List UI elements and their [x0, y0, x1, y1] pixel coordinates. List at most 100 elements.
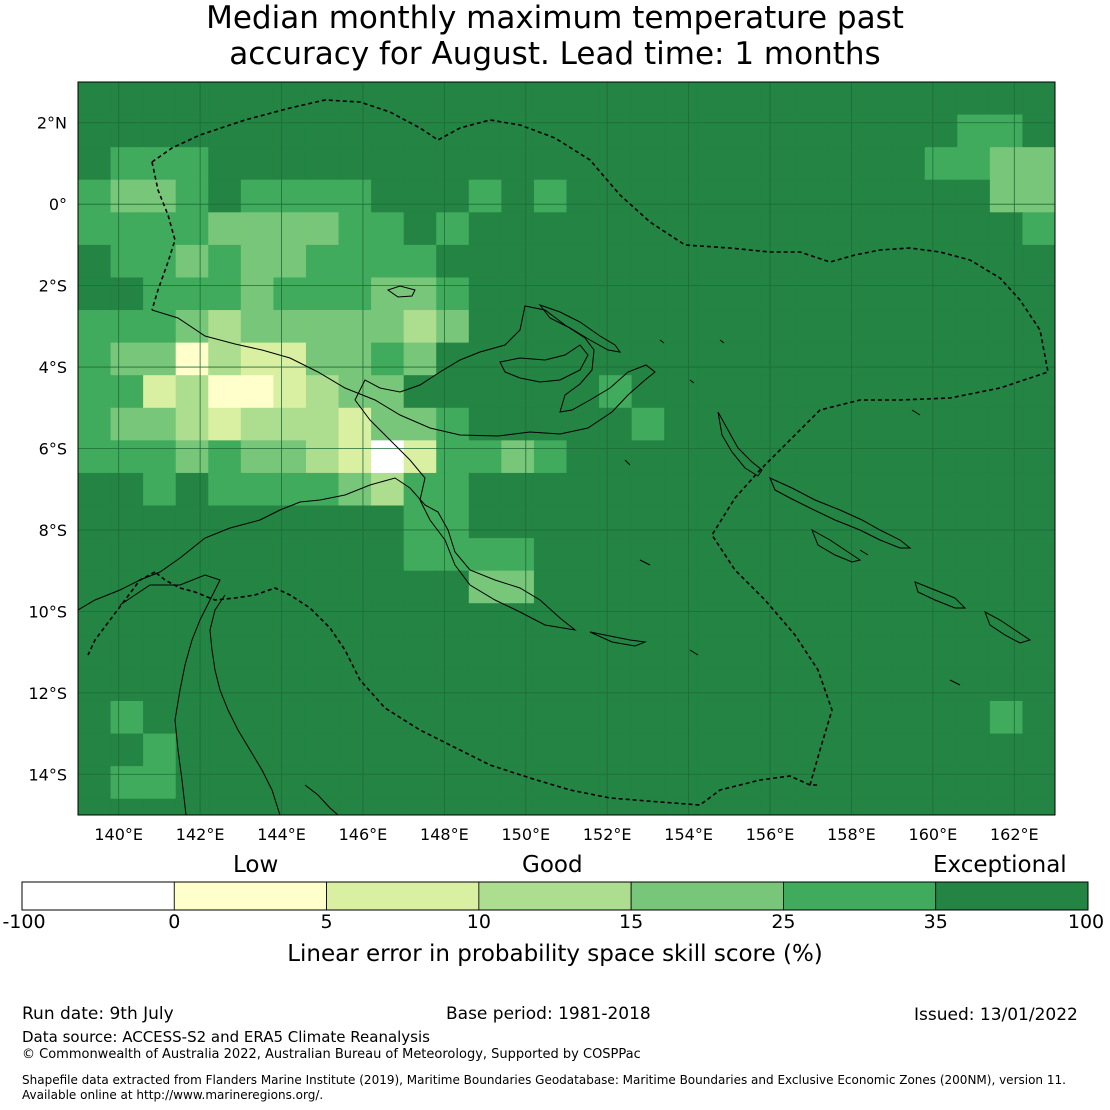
skill-cell	[110, 733, 144, 767]
skill-cell	[989, 82, 1024, 116]
skill-cell	[468, 668, 502, 702]
skill-cell	[827, 407, 861, 441]
skill-cell	[892, 440, 926, 474]
skill-cell	[78, 277, 112, 311]
skill-cell	[143, 700, 177, 735]
skill-cell	[1022, 212, 1055, 246]
skill-cell	[338, 114, 372, 148]
skill-cell	[78, 82, 112, 116]
skill-cell	[957, 407, 991, 441]
title-line-2: accuracy for August. Lead time: 1 months	[229, 36, 881, 72]
skill-cell	[729, 798, 763, 815]
skill-cell	[566, 570, 600, 604]
skill-cell	[468, 635, 502, 669]
skill-cell	[957, 179, 991, 213]
coastline-manus	[386, 285, 416, 298]
skill-cell	[338, 538, 372, 572]
skill-cell	[892, 244, 926, 279]
skill-cell	[110, 635, 144, 669]
skill-cell	[468, 147, 502, 181]
skill-cell	[924, 472, 958, 507]
skill-cell	[664, 244, 698, 279]
skill-cell	[143, 310, 177, 344]
colorbar-frame	[21, 881, 1089, 911]
skill-cell	[566, 700, 600, 735]
skill-cell	[566, 766, 600, 800]
skill-cell	[729, 538, 763, 572]
skill-cell	[110, 505, 144, 539]
skill-cell	[240, 538, 274, 572]
skill-cell	[1022, 244, 1055, 279]
skill-cell	[957, 668, 991, 702]
skill-cell	[827, 603, 861, 637]
skill-cell	[78, 147, 112, 181]
skill-cell	[533, 310, 568, 344]
skill-cell	[729, 603, 763, 637]
skill-cell	[859, 668, 893, 702]
skill-cell	[208, 147, 242, 181]
skill-cell	[143, 277, 177, 311]
skill-cell	[827, 114, 861, 148]
skill-cell	[599, 147, 633, 181]
skill-cell	[273, 603, 307, 637]
skill-cell	[924, 766, 958, 800]
skill-cell	[989, 342, 1024, 376]
skill-cell	[338, 635, 372, 669]
skill-cell	[957, 82, 991, 116]
lon-tick-label: 156°E	[746, 825, 795, 844]
skill-cell	[468, 82, 502, 116]
skill-cell	[240, 310, 274, 344]
skill-cell	[305, 538, 340, 572]
coastline-solomon-1	[769, 477, 912, 549]
skill-cell	[924, 538, 958, 572]
coastline-solomon-4	[984, 610, 1032, 644]
skill-cell	[794, 114, 828, 148]
skill-cell	[761, 603, 796, 637]
skill-cell	[729, 635, 763, 669]
skill-cell	[924, 114, 958, 148]
skill-cell	[599, 179, 633, 213]
lon-tick-label: 142°E	[176, 825, 225, 844]
skill-cell	[859, 147, 893, 181]
skill-cell	[305, 505, 340, 539]
skill-cell	[403, 570, 437, 604]
skill-cell	[468, 472, 502, 507]
skill-cell	[989, 635, 1024, 669]
skill-cell	[1055, 734, 1088, 767]
skill-cell	[338, 277, 372, 311]
skill-cell	[501, 82, 535, 116]
coastline-bougainville	[717, 411, 763, 477]
skill-cell	[240, 733, 274, 767]
skill-cell	[566, 668, 600, 702]
skill-cell	[1055, 668, 1088, 701]
skill-cell	[729, 82, 763, 116]
skill-cell	[436, 179, 470, 213]
skill-cell	[110, 342, 144, 376]
skill-cell	[566, 342, 600, 376]
skill-cell	[305, 147, 340, 181]
skill-cell	[436, 407, 470, 441]
skill-cell	[468, 733, 502, 767]
skill-cell	[599, 310, 633, 344]
skill-cell	[1055, 603, 1088, 636]
skill-cell	[696, 603, 730, 637]
skill-cell	[892, 147, 926, 181]
coastline-new-guinea	[78, 305, 656, 631]
lat-tick-label: 2°N	[37, 114, 67, 133]
skill-cell	[566, 277, 600, 311]
lon-tick-label: 144°E	[257, 825, 306, 844]
skill-cell	[305, 310, 340, 344]
skill-cell	[729, 244, 763, 279]
skill-cell	[729, 342, 763, 376]
skill-cell	[794, 244, 828, 279]
lon-tick-label: 160°E	[909, 825, 958, 844]
skill-cell	[566, 733, 600, 767]
skill-cell	[1022, 635, 1055, 669]
skill-cell	[533, 538, 568, 572]
shapefile-credit-line-1: Shapefile data extracted from Flanders M…	[22, 1073, 1066, 1087]
skill-cell	[371, 505, 405, 539]
skill-cell	[664, 472, 698, 507]
skill-cell	[696, 147, 730, 181]
skill-cell	[371, 277, 405, 311]
skill-cell	[696, 375, 730, 409]
